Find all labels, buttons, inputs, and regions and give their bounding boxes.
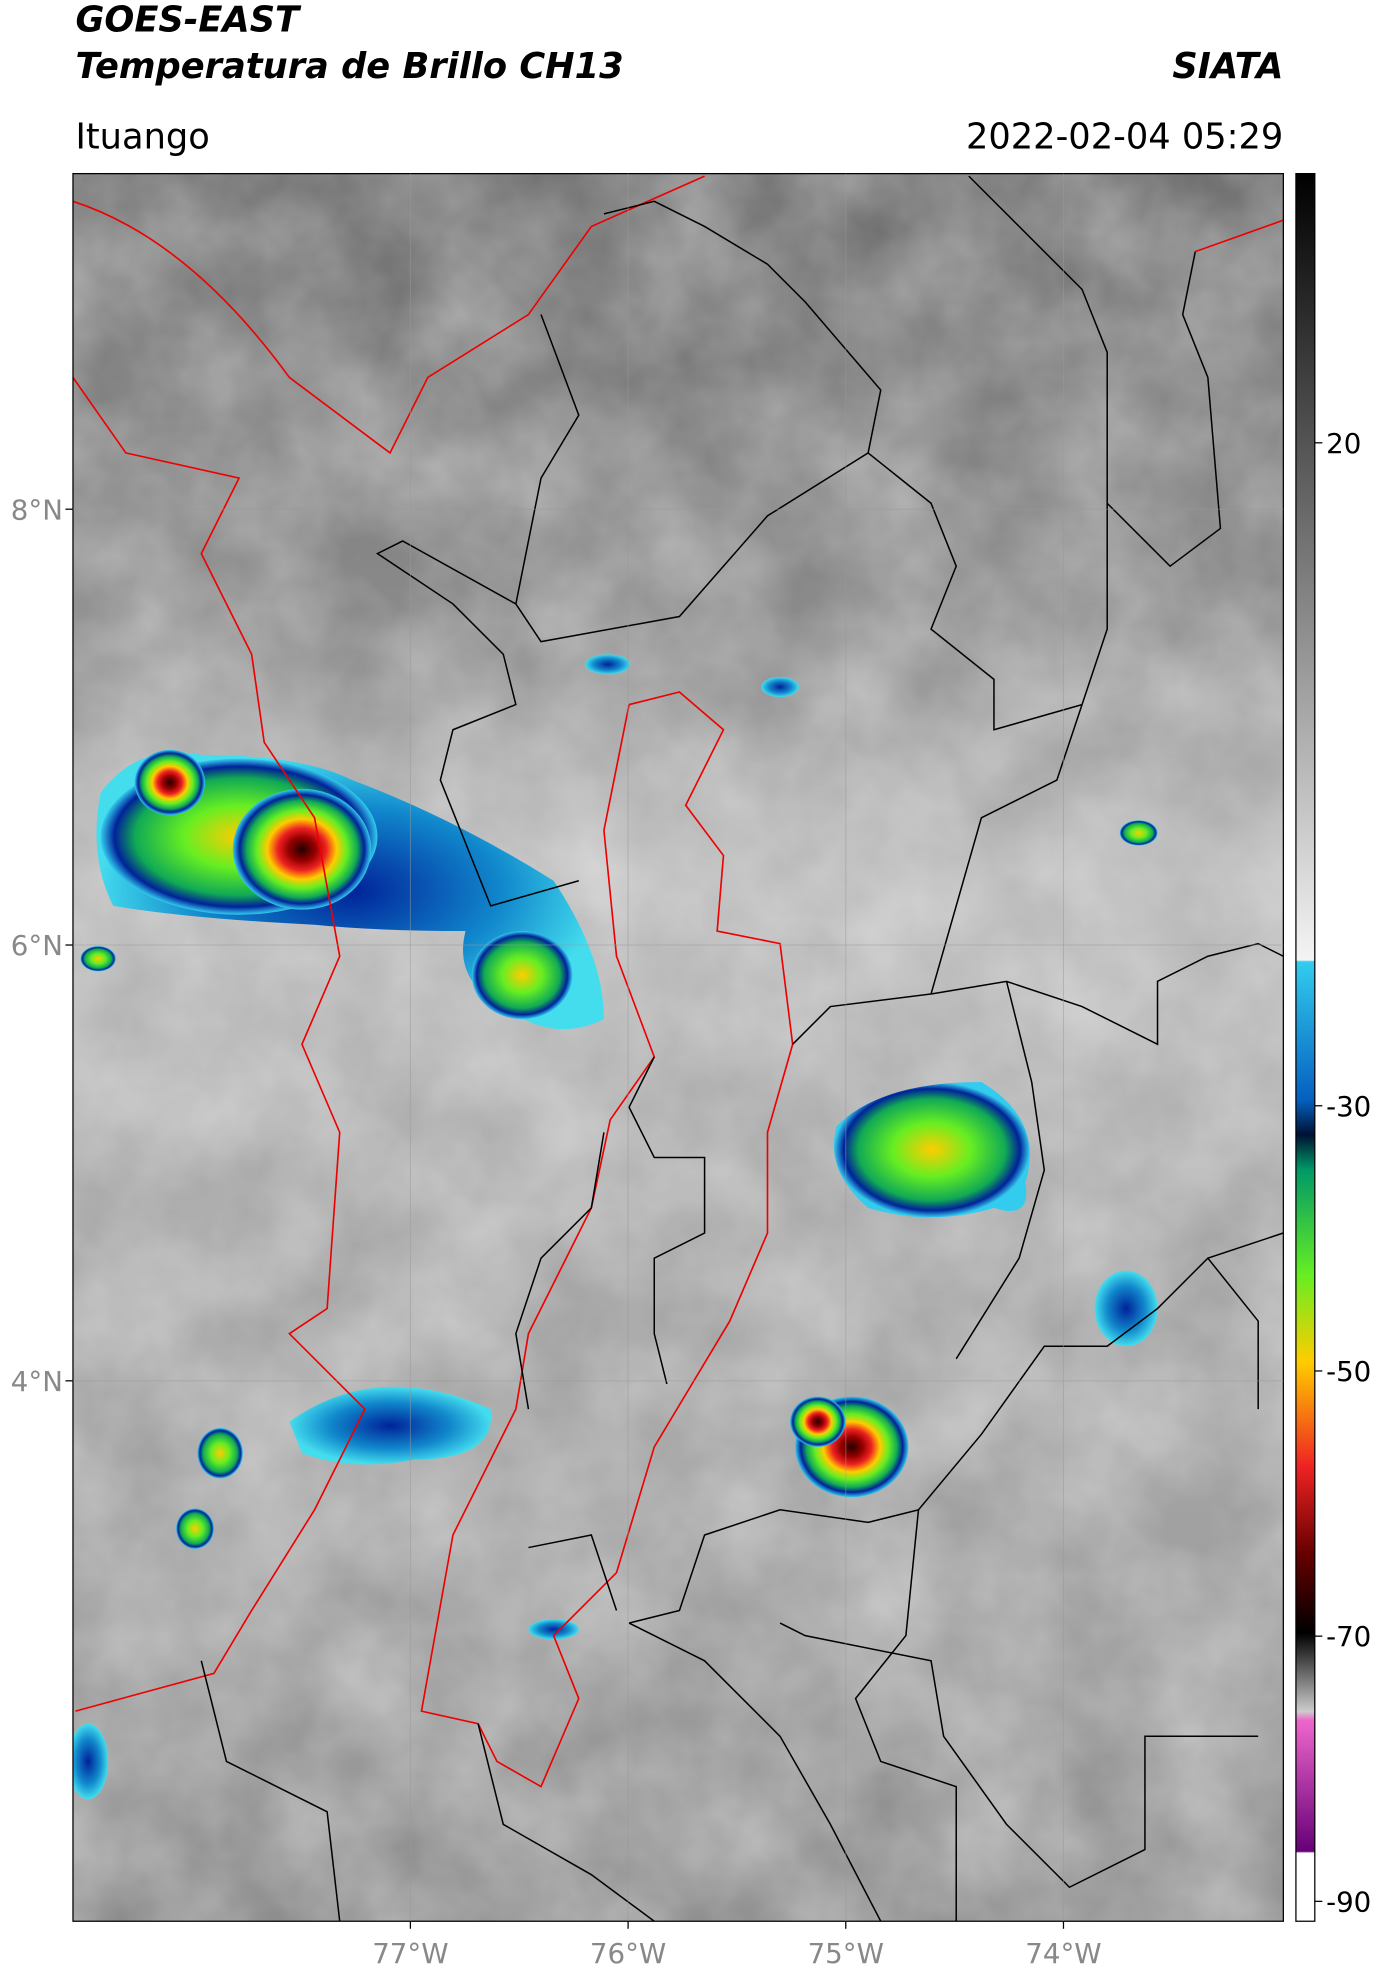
source: SIATA bbox=[1172, 46, 1283, 87]
map-frame bbox=[72, 172, 1284, 1922]
location: Ituango bbox=[75, 116, 209, 157]
colorbar bbox=[1295, 172, 1316, 1922]
datetime: 2022-02-04 05:29 bbox=[966, 116, 1283, 157]
colorbar-tick-label: -90 bbox=[1326, 1885, 1371, 1918]
y-tick-label: 6°N bbox=[11, 929, 63, 962]
x-tick-label: 74°W bbox=[1025, 1937, 1101, 1970]
subtitle: Temperatura de Brillo CH13 bbox=[75, 46, 623, 87]
x-tick-label: 75°W bbox=[808, 1937, 884, 1970]
colorbar-tick-label: -30 bbox=[1326, 1090, 1371, 1123]
title: GOES-EAST bbox=[75, 0, 302, 40]
x-tick-label: 76°W bbox=[590, 1937, 666, 1970]
colorbar-tick-label: -70 bbox=[1326, 1620, 1371, 1653]
colorbar-tick-label: 20 bbox=[1326, 427, 1361, 460]
colorbar-tick-label: -50 bbox=[1326, 1355, 1371, 1388]
x-tick-label: 77°W bbox=[372, 1937, 448, 1970]
y-tick-label: 8°N bbox=[11, 493, 63, 526]
y-tick-label: 4°N bbox=[11, 1365, 63, 1398]
map-image bbox=[72, 173, 1284, 1922]
